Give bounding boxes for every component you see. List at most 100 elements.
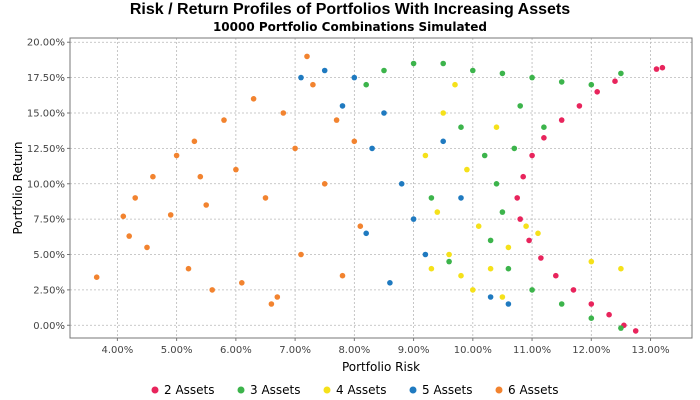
data-point bbox=[481, 152, 488, 159]
data-point bbox=[321, 181, 328, 187]
legend-marker bbox=[237, 386, 245, 394]
data-point bbox=[505, 301, 512, 307]
x-tick-label: 6.00% bbox=[220, 345, 252, 356]
legend-item: 4 Assets bbox=[323, 383, 387, 397]
y-tick-label: 7.50% bbox=[33, 215, 65, 226]
legend-item: 5 Assets bbox=[409, 383, 473, 397]
legend-item: 3 Assets bbox=[237, 383, 301, 397]
data-point bbox=[381, 67, 387, 74]
series-4 bbox=[298, 67, 512, 307]
data-point bbox=[191, 138, 198, 145]
data-point bbox=[132, 195, 138, 201]
data-point bbox=[576, 103, 583, 109]
data-point bbox=[422, 152, 429, 159]
data-point bbox=[529, 287, 535, 293]
data-point bbox=[487, 265, 494, 272]
data-point bbox=[618, 265, 624, 272]
data-point bbox=[233, 166, 239, 173]
y-tick-label: 17.50% bbox=[27, 73, 65, 84]
data-point bbox=[398, 181, 405, 187]
data-point bbox=[422, 251, 429, 258]
data-point bbox=[304, 53, 310, 60]
data-point bbox=[558, 301, 565, 307]
chart-title: Risk / Return Profiles of Portfolios Wit… bbox=[129, 1, 571, 18]
data-point bbox=[493, 181, 500, 187]
y-tick-label: 0.00% bbox=[33, 321, 65, 332]
data-point bbox=[292, 145, 298, 152]
data-point bbox=[298, 251, 304, 258]
data-point bbox=[541, 124, 547, 130]
x-tick-label: 13.00% bbox=[631, 345, 669, 356]
data-point bbox=[363, 230, 370, 237]
data-point bbox=[120, 213, 127, 220]
x-tick-label: 11.00% bbox=[513, 345, 551, 356]
data-point bbox=[475, 223, 482, 229]
x-tick-label: 10.00% bbox=[454, 345, 492, 356]
data-point bbox=[387, 280, 393, 286]
chart-subtitle: 10000 Portfolio Combinations Simulated bbox=[212, 20, 488, 34]
data-point bbox=[458, 124, 464, 130]
data-point bbox=[487, 294, 494, 300]
data-point bbox=[618, 70, 624, 77]
data-point bbox=[440, 60, 447, 67]
series-1 bbox=[514, 64, 666, 334]
data-point bbox=[351, 138, 358, 145]
data-point bbox=[588, 81, 595, 88]
data-point bbox=[514, 195, 520, 201]
legend-label: 3 Assets bbox=[250, 383, 301, 397]
data-point bbox=[410, 60, 417, 67]
y-tick-label: 10.00% bbox=[27, 179, 65, 190]
data-point bbox=[470, 67, 476, 74]
data-point bbox=[612, 78, 618, 84]
legend-marker bbox=[409, 386, 417, 394]
data-point bbox=[321, 67, 328, 74]
data-point bbox=[262, 195, 269, 201]
grid-lines bbox=[70, 38, 692, 338]
x-axis-ticks: 4.00% 5.00% 6.00% 7.00% 8.00% 9.00% 10.00% 11.0… bbox=[101, 338, 670, 356]
data-point bbox=[517, 216, 523, 222]
data-point bbox=[505, 265, 512, 272]
x-axis-label: Portfolio Risk bbox=[342, 360, 420, 374]
data-point bbox=[517, 103, 523, 109]
data-point bbox=[167, 212, 174, 218]
data-point bbox=[339, 272, 346, 279]
data-point bbox=[446, 251, 452, 258]
data-point bbox=[535, 230, 541, 237]
data-point bbox=[538, 255, 544, 261]
data-point bbox=[520, 173, 526, 180]
data-point bbox=[209, 287, 215, 293]
data-point bbox=[541, 135, 547, 141]
data-point bbox=[529, 152, 535, 159]
data-point bbox=[144, 244, 150, 251]
legend: 2 Assets 3 Assets 4 Assets 5 Assets 6 Assets bbox=[151, 383, 559, 397]
y-axis-ticks: 0.00% 2.50% 5.00% 7.50% 10.00% 12.50% 15.00% 17… bbox=[27, 38, 70, 332]
data-point bbox=[529, 74, 535, 81]
data-point bbox=[93, 274, 100, 281]
series-2 bbox=[363, 60, 624, 331]
legend-label: 2 Assets bbox=[164, 383, 215, 397]
data-point bbox=[150, 173, 156, 180]
data-point bbox=[428, 195, 435, 201]
data-point bbox=[369, 145, 375, 152]
x-tick-label: 7.00% bbox=[279, 345, 311, 356]
data-point bbox=[458, 195, 464, 201]
legend-marker bbox=[151, 386, 159, 394]
legend-marker bbox=[323, 386, 331, 394]
data-point bbox=[434, 209, 441, 215]
data-point bbox=[357, 223, 364, 229]
data-point bbox=[298, 74, 304, 81]
data-point bbox=[588, 315, 595, 322]
data-point bbox=[250, 96, 257, 102]
legend-label: 4 Assets bbox=[336, 383, 387, 397]
data-point bbox=[351, 74, 358, 81]
data-point bbox=[659, 64, 666, 71]
data-point bbox=[523, 223, 529, 229]
data-point bbox=[458, 272, 464, 279]
data-point bbox=[526, 237, 532, 244]
data-point bbox=[440, 138, 447, 145]
series-5 bbox=[93, 53, 364, 307]
data-points bbox=[93, 53, 666, 334]
y-tick-label: 12.50% bbox=[27, 144, 65, 155]
data-point bbox=[381, 110, 387, 116]
x-tick-label: 5.00% bbox=[161, 345, 193, 356]
